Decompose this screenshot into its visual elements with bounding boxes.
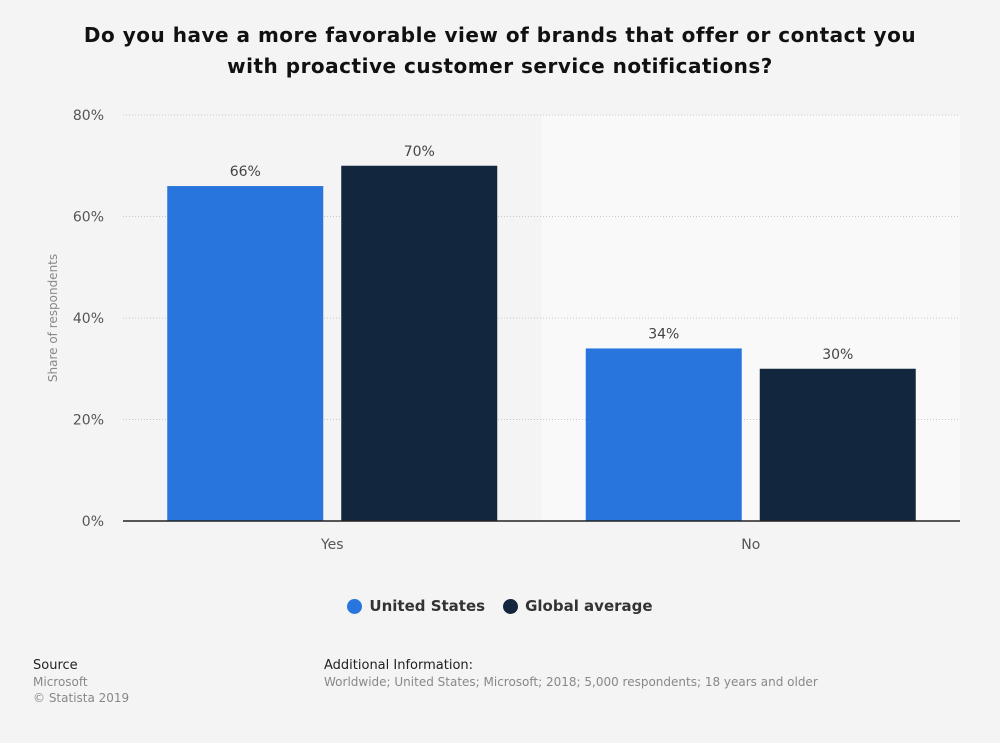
legend-dot <box>503 598 519 614</box>
legend-label: United States <box>369 597 486 615</box>
y-tick-label: 60% <box>73 210 104 226</box>
additional-info-label[interactable]: Additional Information: <box>324 658 474 673</box>
y-tick-label: 80% <box>73 108 104 124</box>
legend: United States Global average <box>0 597 1000 615</box>
source-label: Source <box>33 658 78 673</box>
bar-global-average-yes <box>341 165 498 521</box>
x-tick-label: No <box>741 537 760 553</box>
y-tick-label: 40% <box>73 311 104 327</box>
x-tick-label: Yes <box>320 537 344 553</box>
bar-united-states-no <box>585 348 742 521</box>
legend-label: Global average <box>525 597 653 615</box>
legend-dot <box>347 598 363 614</box>
data-label: 66% <box>230 164 261 180</box>
additional-info-value: Worldwide; United States; Microsoft; 201… <box>324 675 818 689</box>
bar-global-average-no <box>759 368 916 521</box>
source-value[interactable]: Microsoft <box>33 675 88 689</box>
legend-item-united-states[interactable]: United States <box>347 597 485 615</box>
data-label: 30% <box>822 347 853 363</box>
y-tick-label: 20% <box>73 413 104 429</box>
legend-item-global-average[interactable]: Global average <box>503 597 653 615</box>
data-label: 34% <box>648 326 679 342</box>
source-block: Source Microsoft © Statista 2019 <box>33 658 129 706</box>
data-label: 70% <box>404 144 435 160</box>
y-axis-title: Share of respondents <box>46 254 60 382</box>
additional-info-block: Additional Information: Worldwide; Unite… <box>324 658 818 690</box>
copyright[interactable]: © Statista 2019 <box>33 691 130 705</box>
bar-united-states-yes <box>167 186 324 522</box>
y-tick-label: 0% <box>82 514 104 530</box>
chart-title: Do you have a more favorable view of bra… <box>83 23 917 78</box>
